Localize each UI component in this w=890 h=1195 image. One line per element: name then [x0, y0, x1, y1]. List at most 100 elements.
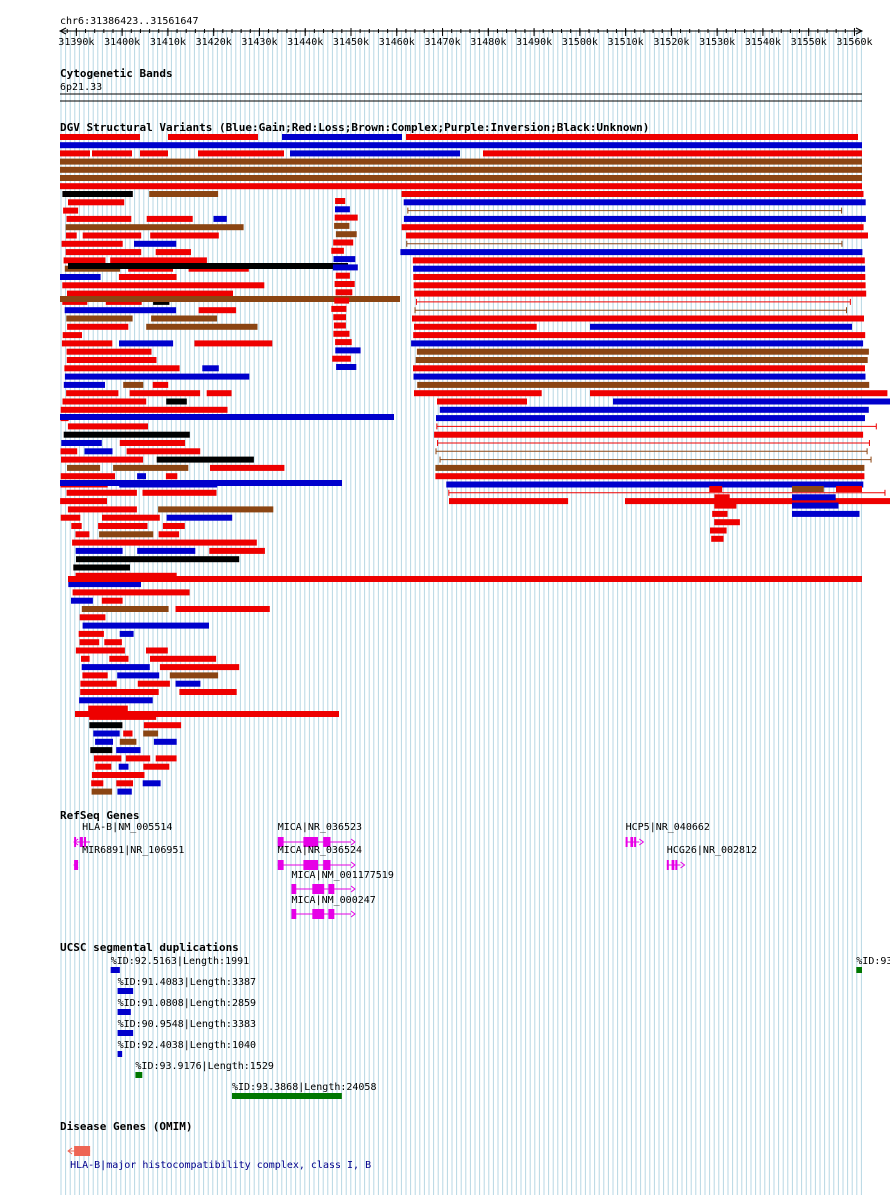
sv-feature[interactable] [61, 340, 113, 347]
sv-feature[interactable] [137, 473, 146, 480]
sv-feature[interactable] [140, 150, 168, 157]
sv-feature[interactable] [149, 191, 219, 197]
sv-feature[interactable] [150, 655, 217, 662]
sv-feature[interactable] [76, 556, 240, 563]
sv-feature[interactable] [125, 755, 151, 762]
refseq-gene-exon[interactable] [277, 837, 284, 847]
sv-feature[interactable] [60, 473, 115, 480]
refseq-gene-label[interactable]: MICA|NM_001177519 [291, 870, 393, 881]
sv-feature[interactable] [79, 614, 106, 621]
sv-feature[interactable] [714, 502, 737, 509]
sv-feature[interactable] [123, 381, 144, 388]
refseq-gene-exon[interactable] [625, 837, 628, 847]
segdup-label[interactable]: %ID:93. [856, 956, 890, 967]
sv-feature[interactable] [403, 199, 866, 206]
sv-feature[interactable] [80, 689, 159, 695]
sv-feature[interactable] [333, 314, 346, 321]
sv-feature[interactable] [175, 606, 270, 612]
sv-feature[interactable] [198, 307, 237, 314]
sv-feature[interactable] [79, 697, 153, 704]
sv-feature[interactable] [413, 274, 866, 280]
sv-feature[interactable] [62, 282, 265, 289]
sv-feature[interactable] [446, 481, 864, 488]
sv-feature[interactable] [68, 581, 141, 588]
sv-feature[interactable] [60, 158, 862, 165]
sv-feature[interactable] [436, 415, 865, 422]
sv-feature[interactable] [78, 630, 104, 637]
sv-feature[interactable] [401, 191, 864, 197]
sv-feature[interactable] [792, 502, 839, 509]
sv-feature[interactable] [613, 398, 890, 405]
sv-feature[interactable] [412, 257, 865, 264]
sv-feature[interactable] [60, 406, 228, 413]
sv-feature[interactable] [434, 431, 864, 438]
sv-feature[interactable] [91, 780, 104, 787]
sv-feature[interactable] [417, 381, 870, 388]
sv-feature[interactable] [66, 489, 137, 496]
sv-feature[interactable] [333, 256, 356, 263]
sv-feature[interactable] [71, 597, 93, 604]
sv-feature[interactable] [152, 381, 169, 388]
sv-feature[interactable] [60, 296, 400, 302]
sv-feature[interactable] [118, 274, 177, 280]
sv-feature[interactable] [412, 315, 864, 322]
sv-feature[interactable] [336, 364, 357, 370]
sv-feature[interactable] [66, 390, 119, 397]
sv-feature[interactable] [117, 788, 132, 795]
sv-feature[interactable] [153, 738, 177, 745]
sv-feature[interactable] [60, 414, 394, 420]
sv-feature[interactable] [435, 473, 865, 480]
segdup-label[interactable]: %ID:93.3868|Length:24058 [232, 1082, 376, 1093]
sv-feature[interactable] [134, 240, 177, 247]
sv-feature[interactable] [137, 680, 170, 687]
sv-feature[interactable] [413, 365, 865, 372]
sv-feature[interactable] [67, 464, 101, 471]
sv-feature[interactable] [66, 348, 152, 355]
refseq-gene-label[interactable]: MICA|NR_036523 [278, 822, 362, 833]
sv-feature[interactable] [66, 315, 133, 322]
sv-feature[interactable] [414, 390, 542, 397]
segdup-label[interactable]: %ID:92.5163|Length:1991 [111, 956, 249, 967]
sv-feature[interactable] [483, 150, 862, 157]
refseq-gene-exon[interactable] [84, 837, 87, 847]
sv-feature[interactable] [332, 355, 351, 362]
sv-feature[interactable] [155, 755, 177, 762]
sv-feature[interactable] [75, 572, 177, 579]
refseq-gene-exon[interactable] [323, 860, 331, 870]
sv-feature[interactable] [142, 780, 161, 787]
sv-feature[interactable] [72, 539, 257, 546]
sv-feature[interactable] [88, 705, 128, 712]
sv-feature[interactable] [81, 664, 150, 671]
sv-feature[interactable] [60, 448, 78, 455]
sv-feature[interactable] [67, 506, 137, 513]
refseq-gene-exon[interactable] [630, 837, 634, 847]
sv-feature[interactable] [168, 134, 258, 140]
sv-feature[interactable] [414, 323, 537, 330]
sv-feature[interactable] [165, 473, 178, 480]
sv-feature[interactable] [156, 456, 254, 463]
sv-feature[interactable] [84, 448, 113, 455]
sv-feature[interactable] [449, 498, 569, 505]
sv-feature[interactable] [590, 390, 888, 397]
sv-feature[interactable] [166, 514, 233, 521]
sv-feature[interactable] [67, 323, 129, 330]
sv-feature[interactable] [142, 489, 217, 496]
sv-feature[interactable] [406, 232, 868, 239]
sv-feature[interactable] [413, 373, 866, 380]
sv-feature[interactable] [118, 763, 129, 770]
sv-feature[interactable] [99, 531, 154, 538]
refseq-gene-exon[interactable] [312, 884, 325, 894]
segdup-feature[interactable] [110, 967, 120, 973]
sv-feature[interactable] [62, 332, 82, 339]
refseq-gene-exon[interactable] [291, 884, 297, 894]
sv-feature[interactable] [335, 289, 353, 296]
sv-feature[interactable] [206, 390, 232, 397]
refseq-gene-label[interactable]: MICA|NR_036524 [278, 845, 362, 856]
sv-feature[interactable] [331, 247, 344, 254]
sv-feature[interactable] [194, 340, 273, 347]
segmental-duplications-track[interactable]: %ID:92.5163|Length:1991 %ID:91.4083|Lengt… [110, 956, 890, 1099]
sv-feature[interactable] [93, 730, 120, 737]
sv-feature[interactable] [66, 357, 157, 363]
sv-feature[interactable] [710, 527, 727, 534]
sv-feature[interactable] [81, 655, 90, 662]
